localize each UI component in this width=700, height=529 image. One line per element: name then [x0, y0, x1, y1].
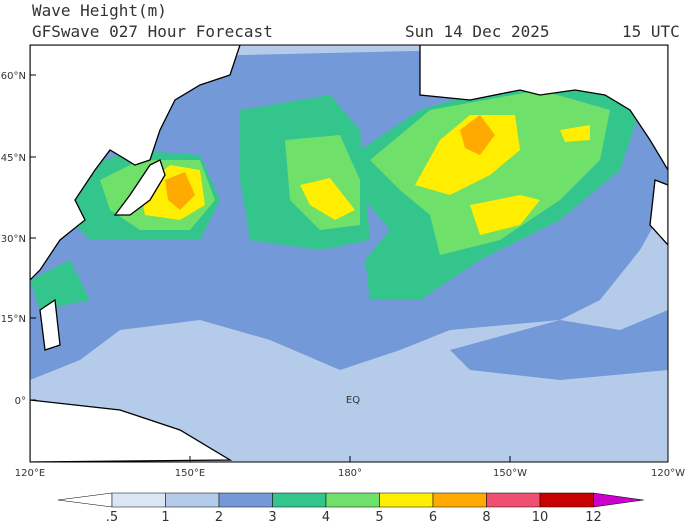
equator-label: EQ [346, 395, 360, 406]
colorbar-segment [325, 492, 380, 508]
colorbar-arrow [57, 492, 113, 508]
colorbar-segment [379, 492, 434, 508]
colorbar-label: 8 [482, 510, 490, 525]
lon-label: 120°E [15, 468, 45, 479]
colorbar-segment [539, 492, 594, 508]
colorbar-label: 6 [429, 510, 437, 525]
lat-label: 30°N [1, 234, 26, 245]
colorbar-label: 1 [161, 510, 169, 525]
colorbar-label: 12 [585, 510, 602, 525]
time: 15 UTC [622, 22, 680, 41]
colorbar-arrow [593, 492, 644, 508]
map-frame [29, 44, 669, 463]
colorbar-label: 4 [322, 510, 330, 525]
lon-label: 120°W [651, 468, 685, 479]
colorbar-segment [111, 492, 166, 508]
map [30, 45, 668, 462]
colorbar-label: .5 [106, 510, 118, 525]
lon-label: 150°E [175, 468, 205, 479]
colorbar-segment [486, 492, 541, 508]
date: Sun 14 Dec 2025 [405, 22, 550, 41]
lat-label: 45°N [1, 153, 26, 164]
lat-label: 15°N [1, 314, 26, 325]
lon-label: 180° [338, 468, 362, 479]
colorbar-label: 3 [268, 510, 276, 525]
colorbar-label: 2 [215, 510, 223, 525]
colorbar-label: 10 [532, 510, 549, 525]
lon-label: 150°W [493, 468, 527, 479]
lat-label: 60°N [1, 71, 26, 82]
colorbar-segment [218, 492, 273, 508]
colorbar-segment [272, 492, 327, 508]
lat-label: 0° [15, 396, 26, 407]
colorbar-segment [432, 492, 487, 508]
colorbar-segment [165, 492, 220, 508]
title: Wave Height(m) [32, 1, 167, 20]
colorbar-label: 5 [375, 510, 383, 525]
subtitle: GFSwave 027 Hour Forecast [32, 22, 273, 41]
